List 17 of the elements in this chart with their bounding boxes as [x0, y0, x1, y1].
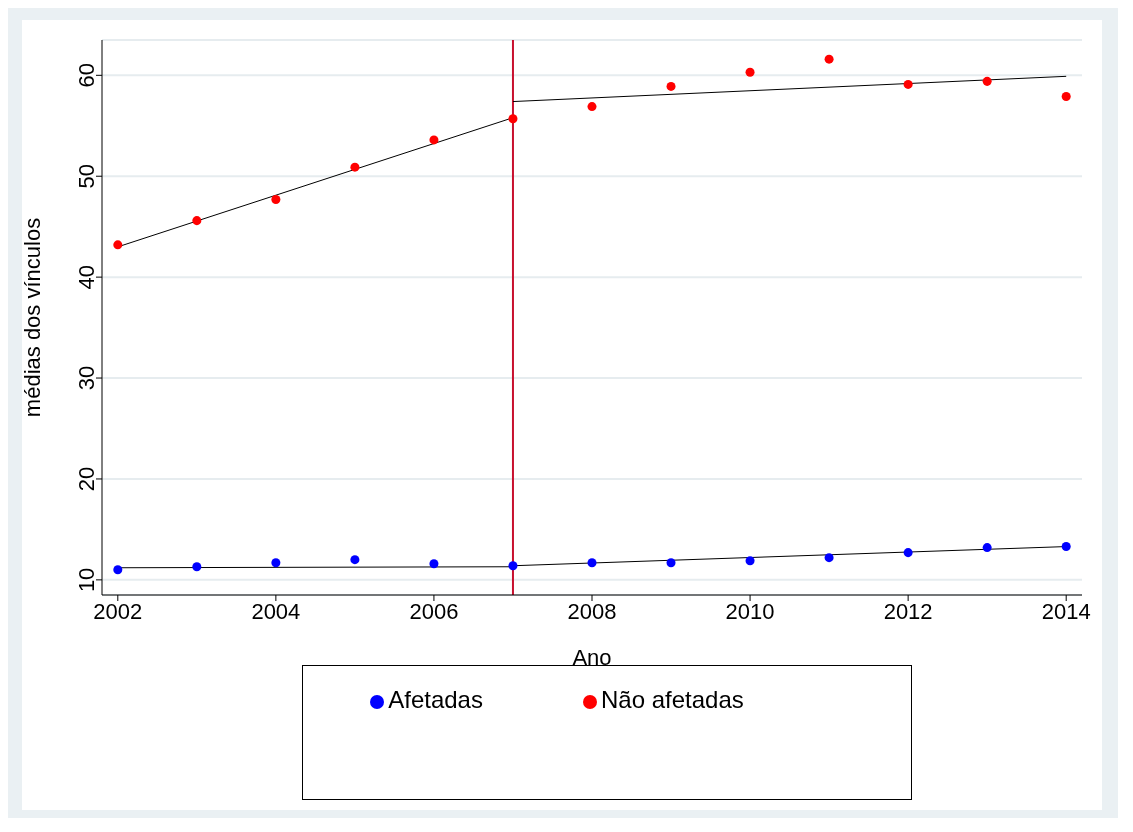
- y-tick-label: 10: [73, 567, 99, 593]
- y-tick-label: 40: [73, 264, 99, 290]
- legend-label: Afetadas: [388, 686, 483, 713]
- x-tick-label: 2012: [883, 598, 933, 624]
- x-tick-label: 2014: [1041, 598, 1091, 624]
- legend-label: Não afetadas: [600, 686, 744, 713]
- x-axis-title: Ano: [572, 645, 612, 670]
- y-tick-label: 50: [73, 163, 99, 189]
- y-tick-label: 20: [73, 466, 99, 492]
- y-tick-label: 60: [73, 63, 99, 88]
- x-tick-label: 2008: [567, 598, 617, 624]
- y-axis-title: médias dos vínculos: [19, 217, 45, 418]
- x-tick-label: 2010: [725, 598, 775, 624]
- x-tick-label: 2006: [409, 598, 459, 624]
- x-tick-label: 2004: [251, 598, 301, 624]
- y-tick-label: 30: [73, 365, 99, 391]
- x-tick-label: 2002: [93, 598, 143, 624]
